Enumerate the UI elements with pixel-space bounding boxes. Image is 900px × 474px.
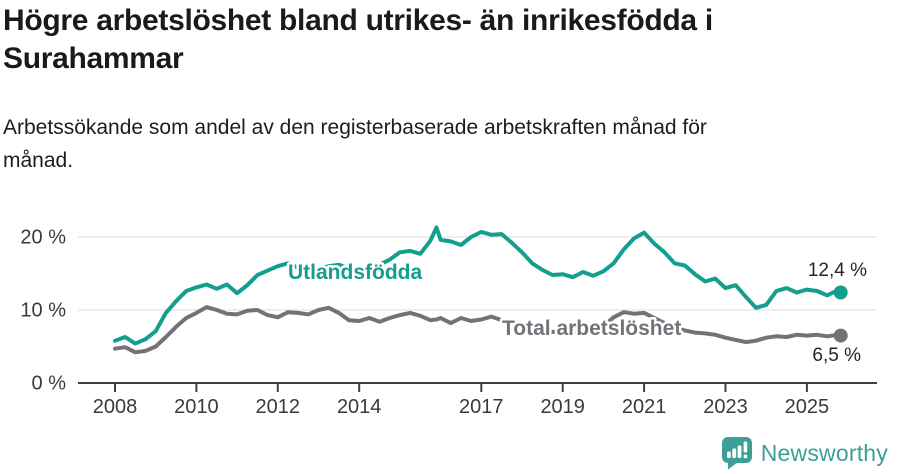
y-tick-20pct: 20 % xyxy=(20,227,66,249)
x-tick-2023: 2023 xyxy=(703,396,748,418)
x-tick-2019: 2019 xyxy=(540,396,585,418)
x-tick-2010: 2010 xyxy=(174,396,219,418)
utlandsfodda-series-label: Utlandsfödda xyxy=(288,261,422,284)
newsworthy-icon xyxy=(721,437,752,470)
x-tick-2017: 2017 xyxy=(459,396,504,418)
utlandsfodda-end-value-label: 12,4 % xyxy=(808,260,867,281)
page-subtitle: Arbetssökande som andel av den registerb… xyxy=(3,116,707,172)
newsworthy-logo[interactable]: Newsworthy xyxy=(721,436,888,470)
x-tick-2014: 2014 xyxy=(337,396,382,418)
x-axis-labels: 2008 2010 2012 2014 2017 2019 2021 2023 … xyxy=(93,396,829,418)
page-title: Högre arbetslöshet bland utrikes- än inr… xyxy=(3,4,713,76)
line-chart: Utlandsfödda Total arbetslöshet 12,4 % 6… xyxy=(0,205,900,440)
x-tick-2012: 2012 xyxy=(256,396,301,418)
newsworthy-wordmark: Newsworthy xyxy=(760,439,888,466)
x-tick-2008: 2008 xyxy=(93,396,138,418)
utlandsfodda-endpoint-dot xyxy=(833,285,848,300)
utlandsfodda-line xyxy=(113,225,843,346)
y-tick-10pct: 10 % xyxy=(20,300,66,322)
x-axis-ticks xyxy=(114,383,808,392)
total-arbetsloshet-end-value-label: 6,5 % xyxy=(812,345,861,366)
total-arbetsloshet-series-label: Total arbetslöshet xyxy=(502,317,681,340)
total-arbetsloshet-line xyxy=(113,305,843,355)
x-tick-2025: 2025 xyxy=(785,396,830,418)
y-tick-0pct: 0 % xyxy=(32,373,67,395)
total-arbetsloshet-endpoint-dot xyxy=(833,328,848,343)
y-axis-labels: 0 % 10 % 20 % xyxy=(20,227,66,395)
x-tick-2021: 2021 xyxy=(622,396,667,418)
chart-canvas: Utlandsfödda Total arbetslöshet 12,4 % 6… xyxy=(20,225,877,418)
